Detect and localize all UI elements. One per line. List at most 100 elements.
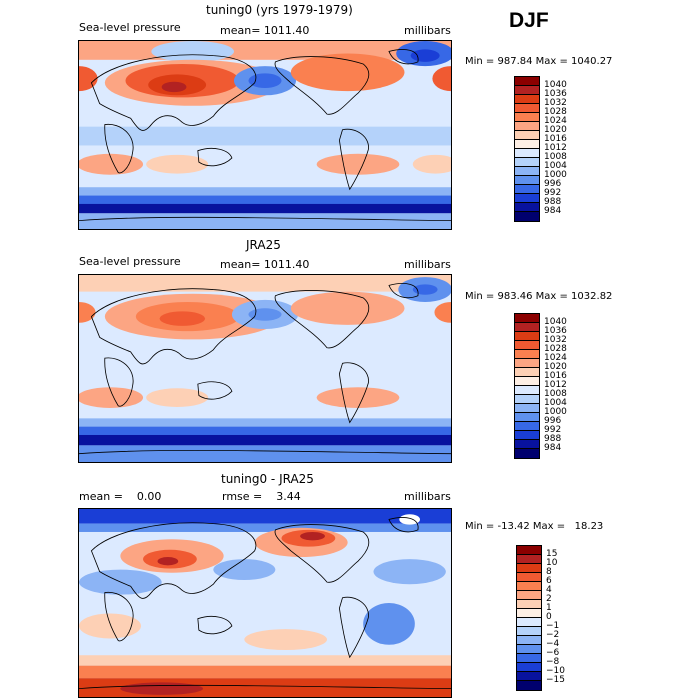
panel2-colorbar-label: 992 [544,425,562,435]
panel1-colorbar-label: 984 [544,206,562,216]
panel1-atlantic-high-w [79,66,98,92]
panel2-arctic-band [79,275,451,292]
panel1-s-high-e [412,154,451,174]
panel3-sa-neg [363,603,415,645]
panel3-colorbar-swatch [517,681,541,690]
panel1-colorbar-swatch [515,158,539,167]
panel3-colorbar-swatch [517,663,541,672]
panel3-colorbar-label: 1 [546,603,552,613]
panel1-colorbar-label: 1016 [544,134,567,144]
panel2-title: JRA25 [246,238,281,252]
panel2-coastlines [79,283,451,455]
panel1-coastlines [79,49,451,222]
panel3-colorbar-label: 6 [546,576,552,586]
panel1-icelandic-core [410,49,440,62]
panel2-colorbar-label: 984 [544,443,562,453]
panel1-s-pacific-high [316,153,400,175]
panel2-colorbar [514,313,540,459]
panel3-colorbar-swatch [517,672,541,681]
panel2-colorbar-label: 1016 [544,371,567,381]
panel1-minmax: Min = 987.84 Max = 1040.27 [465,56,613,67]
panel3-colorbar-label: 10 [546,558,558,568]
panel3-colorbar-swatch [517,627,541,636]
panel3-colorbar-swatch [517,546,541,555]
panel2-colorbar-swatch [515,350,539,359]
panel3-colorbar-swatch [517,582,541,591]
panel3-colorbar-label: 0 [546,612,552,622]
panel2-colorbar-swatch [515,413,539,422]
panel1-colorbar-swatch [515,104,539,113]
panel3-colorbar-label: 15 [546,549,558,559]
panel2-colorbar-swatch [515,404,539,413]
panel3-arctic-patch [399,514,420,525]
panel1-colorbar-label: 1040 [544,80,567,90]
panel2-colorbar-swatch [515,395,539,404]
panel2-antarctic [79,445,451,462]
panel2-equatorial-trough [79,362,451,379]
panel3-colorbar-swatch [517,636,541,645]
panel2-colorbar-swatch [515,386,539,395]
panel2-siberian-high-core [159,311,206,326]
panel1-colorbar-swatch [515,86,539,95]
panel2-so-band2 [79,426,451,438]
panel2-icelandic-core [412,284,438,295]
panel3-mean: mean = 0.00 [79,490,162,503]
panel1-map [78,40,452,230]
panel2-colorbar-swatch [515,314,539,323]
panel3-colorbar-swatch [517,609,541,618]
panel1-colorbar-label: 1000 [544,170,567,180]
panel3-colorbar-swatch [517,591,541,600]
panel2-colorbar-label: 1024 [544,353,567,363]
panel1-colorbar-label: 1020 [544,125,567,135]
panel3-npac-pos-core [300,531,325,541]
panel1-colorbar-label: 1024 [544,116,567,126]
panel1-colorbar-swatch [515,212,539,221]
panel2-units: millibars [404,258,451,271]
panel3-arctic-band [79,509,451,524]
panel2-variable: Sea-level pressure [79,255,181,268]
panel1-colorbar-swatch [515,149,539,158]
panel2-colorbar-label: 996 [544,416,562,426]
panel3-colorbar-label: −1 [546,621,560,631]
panel2-aleutian-core [248,308,282,321]
panel1-colorbar-swatch [515,140,539,149]
panel3-asia-pos-core [157,557,179,566]
panel2-colorbar-swatch [515,368,539,377]
panel3-s-pos-w [79,613,141,639]
panel2-colorbar-label: 1028 [544,344,567,354]
panel3-map-svg [79,509,451,697]
panel1-colorbar-label: 1028 [544,107,567,117]
panel1-colorbar-label: 988 [544,197,562,207]
panel3-colorbar-label: 2 [546,594,552,604]
panel3-antarctic-core [120,682,203,695]
panel1-so-band2 [79,195,451,207]
panel1-arctic-low [151,41,234,62]
panel2-colorbar-label: 1020 [544,362,567,372]
panel3-colorbar-swatch [517,618,541,627]
panel1-colorbar-label: 1004 [544,161,567,171]
panel2-mean: mean= 1011.40 [220,258,310,271]
panel3-colorbar-swatch [517,600,541,609]
panel2-colorbar-label: 1004 [544,398,567,408]
panel1-antarctic [79,213,451,229]
panel3-colorbar-label: −15 [546,675,565,685]
panel3-rmse: rmse = 3.44 [222,490,301,503]
panel2-colorbar-label: 1040 [544,317,567,327]
panel2-colorbar-swatch [515,341,539,350]
panel3-neg-pac [213,559,276,581]
panel1-colorbar-label: 1036 [544,89,567,99]
panel2-map [78,274,452,463]
panel1-colorbar-swatch [515,185,539,194]
panel2-colorbar-swatch [515,440,539,449]
panel2-colorbar-swatch [515,332,539,341]
panel1-siberian-high-max [161,81,187,93]
panel2-map-svg [79,275,451,462]
panel1-colorbar-label: 1008 [544,152,567,162]
panel2-colorbar-label: 1032 [544,335,567,345]
panel1-colorbar-swatch [515,77,539,86]
panel2-minmax: Min = 983.46 Max = 1032.82 [465,291,613,302]
panel3-colorbar-label: 4 [546,585,552,595]
panel3-colorbar-swatch [517,645,541,654]
panel1-variable: Sea-level pressure [79,21,181,34]
panel3-colorbar-label: −8 [546,657,560,667]
